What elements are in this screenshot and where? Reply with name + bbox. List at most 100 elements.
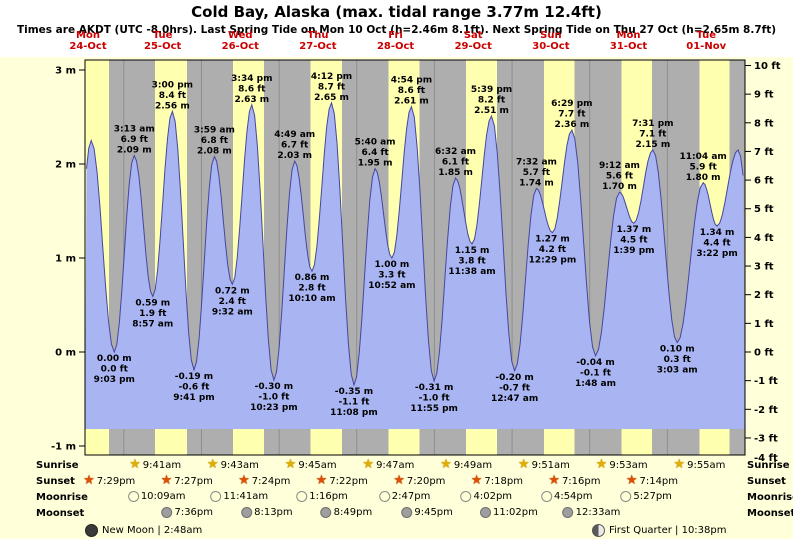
sunset-star-icon: ★ xyxy=(625,473,638,488)
high-tide-label: 3:34 pm 8.6 ft 2.63 m xyxy=(231,74,272,105)
moonrise-row: Moonrise Moonrise 10:09am 11:41am 1:16pm 2:… xyxy=(0,490,793,506)
moonset-circle-icon xyxy=(161,507,173,518)
sunset-star-icon: ★ xyxy=(83,473,95,488)
sunrise-row: Sunrise Sunrise ★ 9:41am ★ 9:43am ★ 9:45am ★ 9:… xyxy=(0,458,793,474)
moonset-label-right: Moonset xyxy=(747,508,793,519)
moonrise-label-left: Moonrise xyxy=(36,492,88,503)
sunrise-entry: ★ 9:51am xyxy=(517,457,570,472)
sunrise-entry: ★ 9:49am xyxy=(440,457,492,472)
moonrise-entry: 10:09am xyxy=(127,491,186,502)
moonset-time: 7:36pm xyxy=(174,507,214,518)
day-labels-row: Mon 24-Oct Tue 25-Oct Wed 26-Oct Thu 27-Oct Fri 2… xyxy=(0,30,793,57)
low-tide-label: 0.00 m 0.0 ft 9:03 pm xyxy=(94,354,135,385)
high-tide-label: 7:31 pm 7.1 ft 2.15 m xyxy=(632,119,673,150)
sunset-entry: ★ 7:27pm xyxy=(161,474,213,487)
moonset-time: 11:02pm xyxy=(492,507,538,518)
moonrise-time: 5:27pm xyxy=(633,491,672,502)
low-tide-label: -0.20 m -0.7 ft 12:47 am xyxy=(491,373,538,404)
moonset-circle-icon xyxy=(479,507,491,518)
sunrise-time: 9:43am xyxy=(220,459,259,471)
tide-curve xyxy=(86,101,744,387)
moonset-time: 8:13pm xyxy=(254,507,293,518)
phase-text: New Moon | 2:48am xyxy=(102,525,203,536)
low-tide-label: -0.30 m -1.0 ft 10:23 pm xyxy=(250,382,298,413)
phase-text: First Quarter | 10:38pm xyxy=(609,525,727,536)
moonrise-time: 2:47pm xyxy=(391,491,431,502)
high-tide-label: 6:29 pm 7.7 ft 2.36 m xyxy=(551,99,592,130)
sunset-time: 7:24pm xyxy=(251,475,291,487)
low-tide-label: -0.31 m -1.0 ft 11:55 pm xyxy=(410,383,458,414)
first-quarter-entry: First Quarter | 10:38pm xyxy=(592,524,727,537)
chart-subtitle: Times are AKDT (UTC -8.0hrs). Last Sprin… xyxy=(16,24,777,36)
sunrise-star-icon: ★ xyxy=(362,457,375,472)
new-moon-entry: New Moon | 2:48am xyxy=(85,524,202,537)
low-tide-label: 1.27 m 4.2 ft 12:29 pm xyxy=(529,235,577,266)
feet-axis-label: -2 ft xyxy=(754,405,778,416)
feet-axis-label: -3 ft xyxy=(754,433,778,444)
moonrise-entry: 1:16pm xyxy=(296,491,348,502)
meter-axis-label: 2 m xyxy=(55,160,76,171)
low-tide-label: -0.19 m -0.6 ft 9:41 pm xyxy=(173,372,214,403)
sunset-star-icon: ★ xyxy=(393,473,405,488)
day-label: Fri 28-Oct xyxy=(376,30,415,52)
meter-axis-label: 1 m xyxy=(55,254,76,265)
high-tide-label: 5:40 am 6.4 ft 1.95 m xyxy=(355,138,396,169)
sunrise-star-icon: ★ xyxy=(595,457,608,472)
sunrise-time: 9:45am xyxy=(298,459,337,471)
low-tide-label: 1.37 m 4.5 ft 1:39 pm xyxy=(613,225,654,256)
sunrise-time: 9:47am xyxy=(376,459,415,471)
high-tide-label: 5:39 pm 8.2 ft 2.51 m xyxy=(471,85,512,116)
moonset-circle-icon xyxy=(241,507,253,518)
sunrise-entry: ★ 9:55am xyxy=(673,458,725,471)
feet-axis-label: 8 ft xyxy=(754,118,774,129)
moonrise-entry: 4:54pm xyxy=(540,491,593,502)
moonset-entry: 9:45pm xyxy=(401,507,453,518)
sunrise-entry: ★ 9:53am xyxy=(595,457,648,472)
day-label: Mon 31-Oct xyxy=(609,30,648,52)
day-label: Tue 01-Nov xyxy=(686,30,727,52)
moonset-circle-icon xyxy=(401,507,413,518)
sunrise-label-right: Sunrise xyxy=(747,460,790,471)
high-tide-label: 3:13 am 6.9 ft 2.09 m xyxy=(114,125,155,156)
moonrise-circle-icon xyxy=(127,491,139,502)
high-tide-label: 9:12 am 5.6 ft 1.70 m xyxy=(599,161,640,192)
chart-title: Cold Bay, Alaska (max. tidal range 3.77m… xyxy=(191,3,602,21)
moonrise-time: 1:16pm xyxy=(309,491,348,502)
sunrise-star-icon: ★ xyxy=(284,457,297,472)
sunset-star-icon: ★ xyxy=(315,473,328,488)
day-label: Sun 30-Oct xyxy=(532,30,570,52)
day-label: Tue 25-Oct xyxy=(144,30,182,52)
moonset-circle-icon xyxy=(320,507,332,518)
sunrise-star-icon: ★ xyxy=(517,457,530,472)
day-label: Thu 27-Oct xyxy=(299,30,337,52)
sunset-star-icon: ★ xyxy=(470,473,483,488)
feet-axis-label: 0 ft xyxy=(754,348,774,359)
moonrise-entry: 2:47pm xyxy=(378,491,431,502)
sunrise-label-left: Sunrise xyxy=(36,460,79,471)
moonrise-time: 10:09am xyxy=(140,491,186,502)
moonrise-circle-icon xyxy=(296,491,308,502)
moonrise-circle-icon xyxy=(378,491,390,502)
sunrise-star-icon: ★ xyxy=(129,457,141,472)
moonrise-label-right: Moonrise xyxy=(747,492,793,503)
day-label: Mon 24-Oct xyxy=(69,30,107,52)
sunset-entry: ★ 7:14pm xyxy=(625,473,678,488)
sunrise-time: 9:53am xyxy=(609,459,648,471)
moonrise-time: 4:54pm xyxy=(553,491,593,502)
feet-axis-label: 6 ft xyxy=(754,176,774,187)
sunset-label-right: Sunset xyxy=(747,476,786,487)
moonset-entry: 11:02pm xyxy=(479,507,538,518)
low-tide-label: -0.04 m -0.1 ft 1:48 am xyxy=(575,358,616,389)
sunrise-entry: ★ 9:47am xyxy=(362,457,415,472)
sunset-entry: ★ 7:24pm xyxy=(238,474,291,487)
new-moon-icon xyxy=(85,524,98,537)
sunset-time: 7:22pm xyxy=(329,475,368,487)
high-tide-label: 3:00 pm 8.4 ft 2.56 m xyxy=(152,80,193,111)
sunrise-star-icon: ★ xyxy=(440,457,452,472)
day-label: Wed 26-Oct xyxy=(221,30,259,52)
sunset-time: 7:18pm xyxy=(484,475,523,487)
low-tide-label: 1.34 m 4.4 ft 3:22 pm xyxy=(696,228,737,259)
meter-axis-label: -1 m xyxy=(51,442,76,453)
